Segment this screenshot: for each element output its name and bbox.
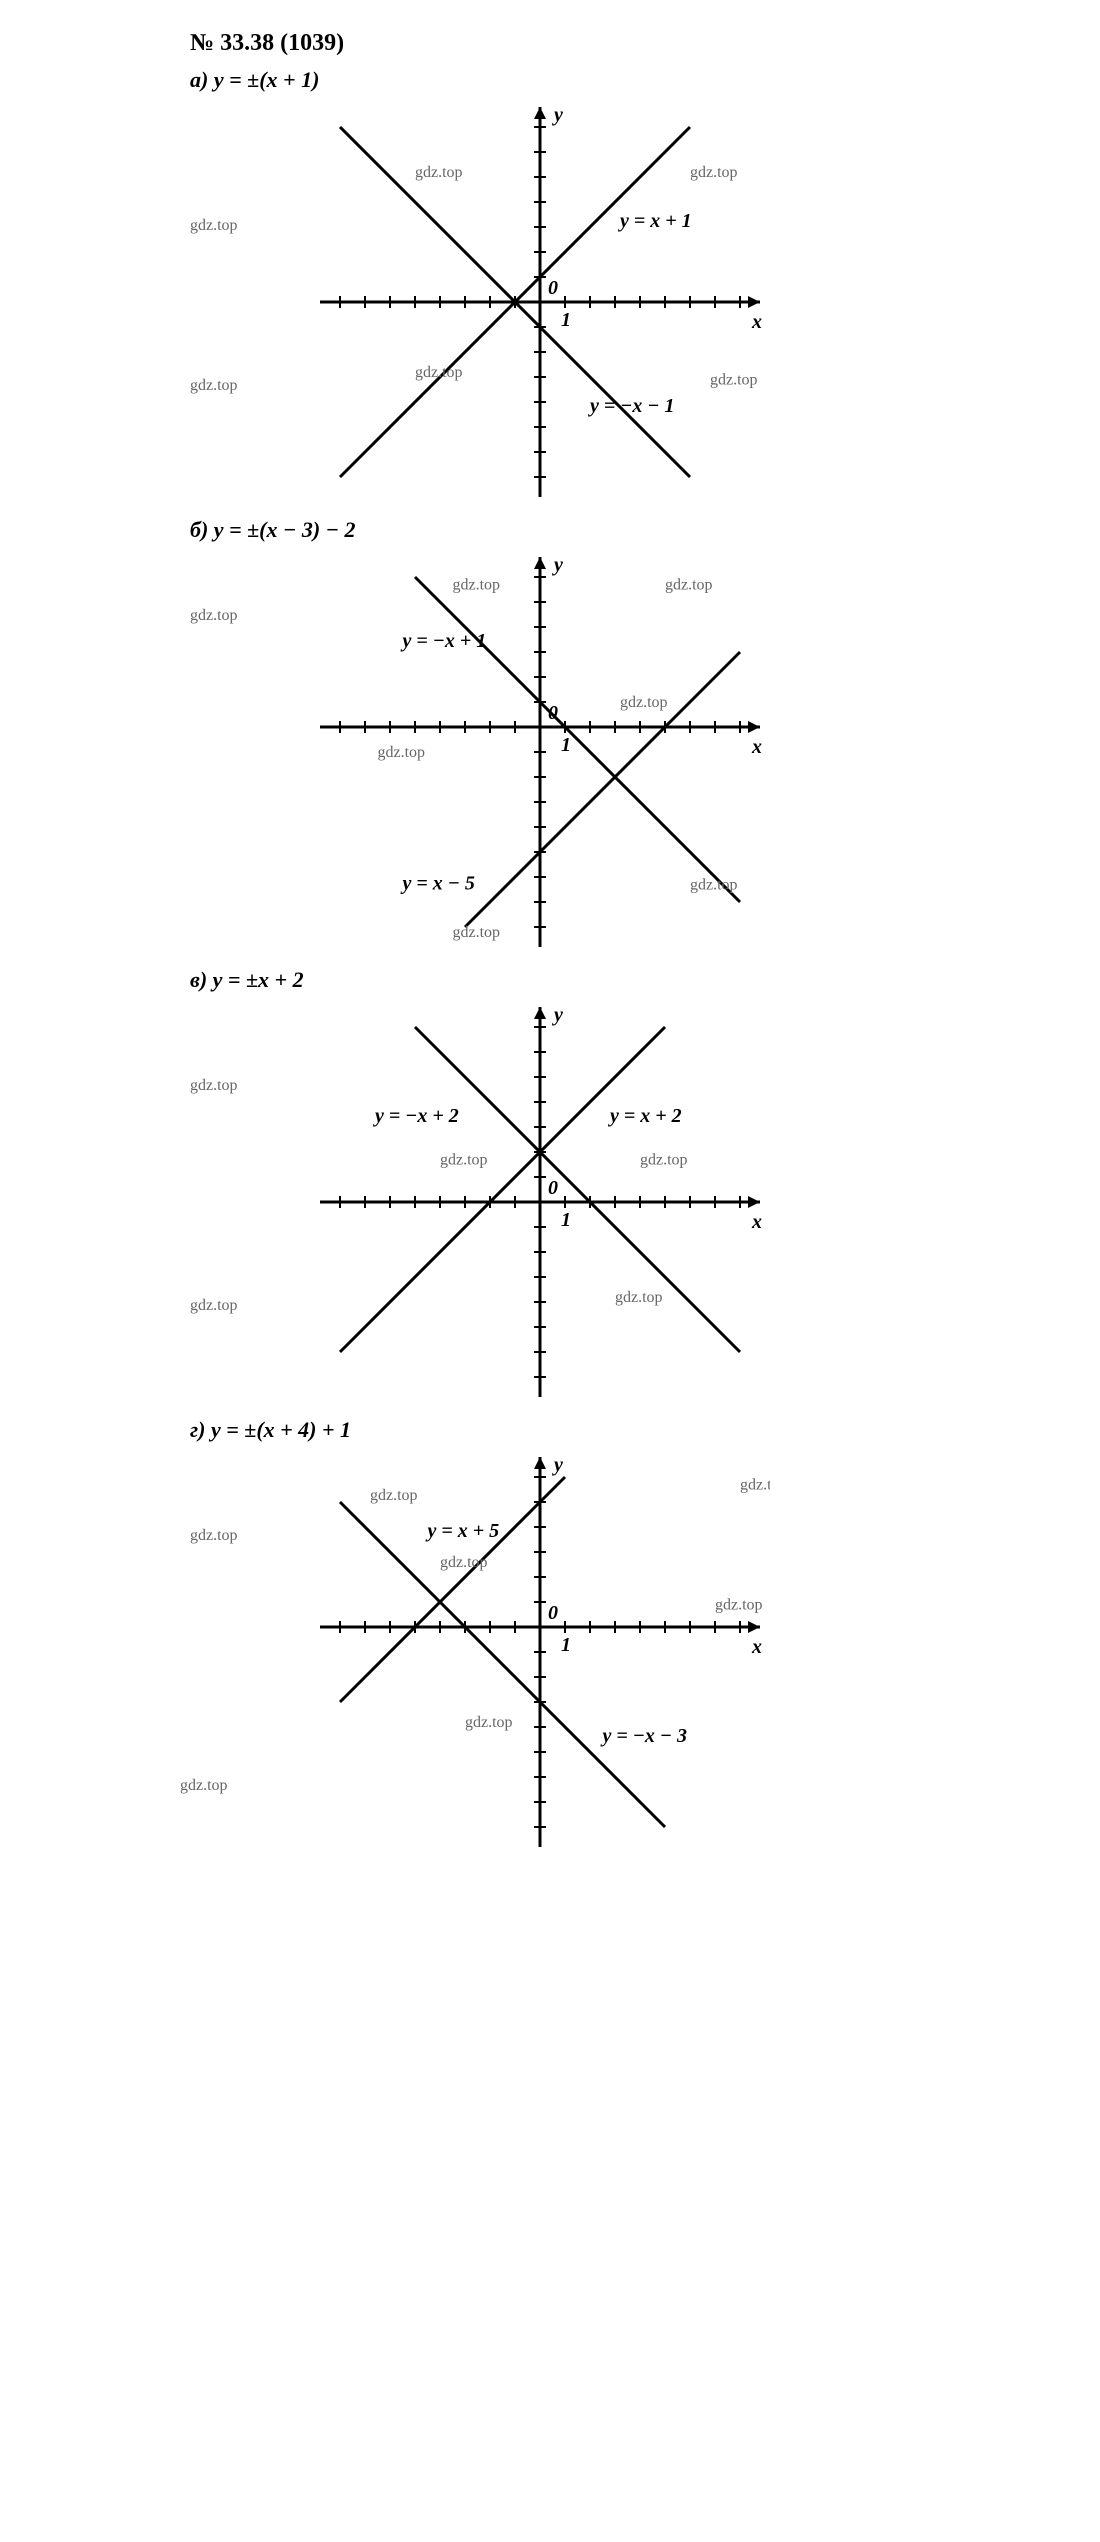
svg-text:x: x xyxy=(751,1636,762,1658)
plot-line xyxy=(340,1502,665,1827)
chart-v: y x 01 y = x + 2 y = −x + 2 gdz.top gdz.top gdz… xyxy=(310,997,770,1407)
equation-b: б) y = ±(x − 3) − 2 xyxy=(190,517,910,543)
watermark: gdz.top xyxy=(620,694,668,711)
watermark: gdz.top xyxy=(690,877,738,894)
equation-a: а) y = ±(x + 1) xyxy=(190,67,910,93)
chart-block-b: б) y = ±(x − 3) − 2yx01y = −x + 1y = x −… xyxy=(190,517,910,957)
plot-line xyxy=(415,1027,740,1352)
watermark: gdz.top xyxy=(378,744,426,761)
watermark: gdz.top xyxy=(190,1527,238,1545)
content-root: № 33.38 (1039) а) y = ±(x + 1)yx01y = x … xyxy=(190,30,910,1867)
line-label: y = x + 2 xyxy=(608,1105,682,1127)
watermark: gdz.top xyxy=(415,164,463,181)
svg-text:y: y xyxy=(552,1454,563,1476)
chart-g: y x 01 y = x + 5 y = −x − 3 gdz.top gdz.top gdz… xyxy=(310,1447,770,1857)
watermark: gdz.top xyxy=(190,217,238,235)
line-label: y = −x − 1 xyxy=(588,395,675,417)
watermark: gdz.top xyxy=(710,372,758,389)
line-label: y = x + 1 xyxy=(618,210,692,232)
watermark: gdz.top xyxy=(453,924,501,941)
svg-text:1: 1 xyxy=(561,309,571,331)
chart-block-v: в) y = ±x + 2 y x 01 y = x + 2 y = −x + 2 gdz.… xyxy=(190,967,910,1407)
equation-g: г) y = ±(x + 4) + 1 xyxy=(190,1417,910,1443)
svg-text:1: 1 xyxy=(561,734,571,756)
watermark: gdz.top xyxy=(453,577,501,594)
watermark: gdz.top xyxy=(440,1152,488,1169)
svg-text:0: 0 xyxy=(548,1177,558,1199)
plot-line xyxy=(340,1477,565,1702)
watermark: gdz.top xyxy=(190,1297,238,1315)
watermark: gdz.top xyxy=(690,164,738,181)
watermark: gdz.top xyxy=(190,1077,238,1095)
watermark: gdz.top xyxy=(615,1289,663,1306)
line-label: y = −x + 1 xyxy=(401,630,487,652)
watermark: gdz.top xyxy=(190,377,238,395)
chart-b: yx01y = −x + 1y = x − 5gdz.topgdz.topgdz… xyxy=(310,547,770,957)
chart-block-g: г) y = ±(x + 4) + 1 y x 01 y = x + 5 y = −x −… xyxy=(190,1417,910,1857)
plot-line xyxy=(415,577,740,902)
watermark: gdz.top xyxy=(740,1477,770,1494)
svg-text:x: x xyxy=(751,311,762,333)
watermark: gdz.top xyxy=(415,364,463,381)
svg-text:0: 0 xyxy=(548,1602,558,1624)
line-label: y = x − 5 xyxy=(401,873,475,895)
watermark: gdz.top xyxy=(465,1714,513,1731)
chart-block-a: а) y = ±(x + 1) y x 01 y = x + 1 y = −x − 1 gd… xyxy=(190,67,910,507)
svg-text:0: 0 xyxy=(548,277,558,299)
svg-text:x: x xyxy=(751,1211,762,1233)
svg-text:x: x xyxy=(751,736,762,758)
svg-text:1: 1 xyxy=(561,1209,571,1231)
svg-text:1: 1 xyxy=(561,1634,571,1656)
watermark: gdz.top xyxy=(440,1554,488,1571)
watermark: gdz.top xyxy=(715,1597,763,1614)
svg-text:y: y xyxy=(552,104,563,126)
line-label: y = x + 5 xyxy=(426,1520,500,1542)
problem-title: № 33.38 (1039) xyxy=(190,30,910,57)
watermark: gdz.top xyxy=(180,1777,228,1795)
svg-text:y: y xyxy=(552,1004,563,1026)
line-label: y = −x + 2 xyxy=(373,1105,459,1127)
watermark: gdz.top xyxy=(640,1152,688,1169)
equation-v: в) y = ±x + 2 xyxy=(190,967,910,993)
watermark: gdz.top xyxy=(190,607,238,625)
svg-text:y: y xyxy=(552,554,563,576)
chart-a: y x 01 y = x + 1 y = −x − 1 gdz.top gdz.top gdz… xyxy=(310,97,770,507)
line-label: y = −x − 3 xyxy=(601,1725,688,1747)
watermark: gdz.top xyxy=(665,577,713,594)
